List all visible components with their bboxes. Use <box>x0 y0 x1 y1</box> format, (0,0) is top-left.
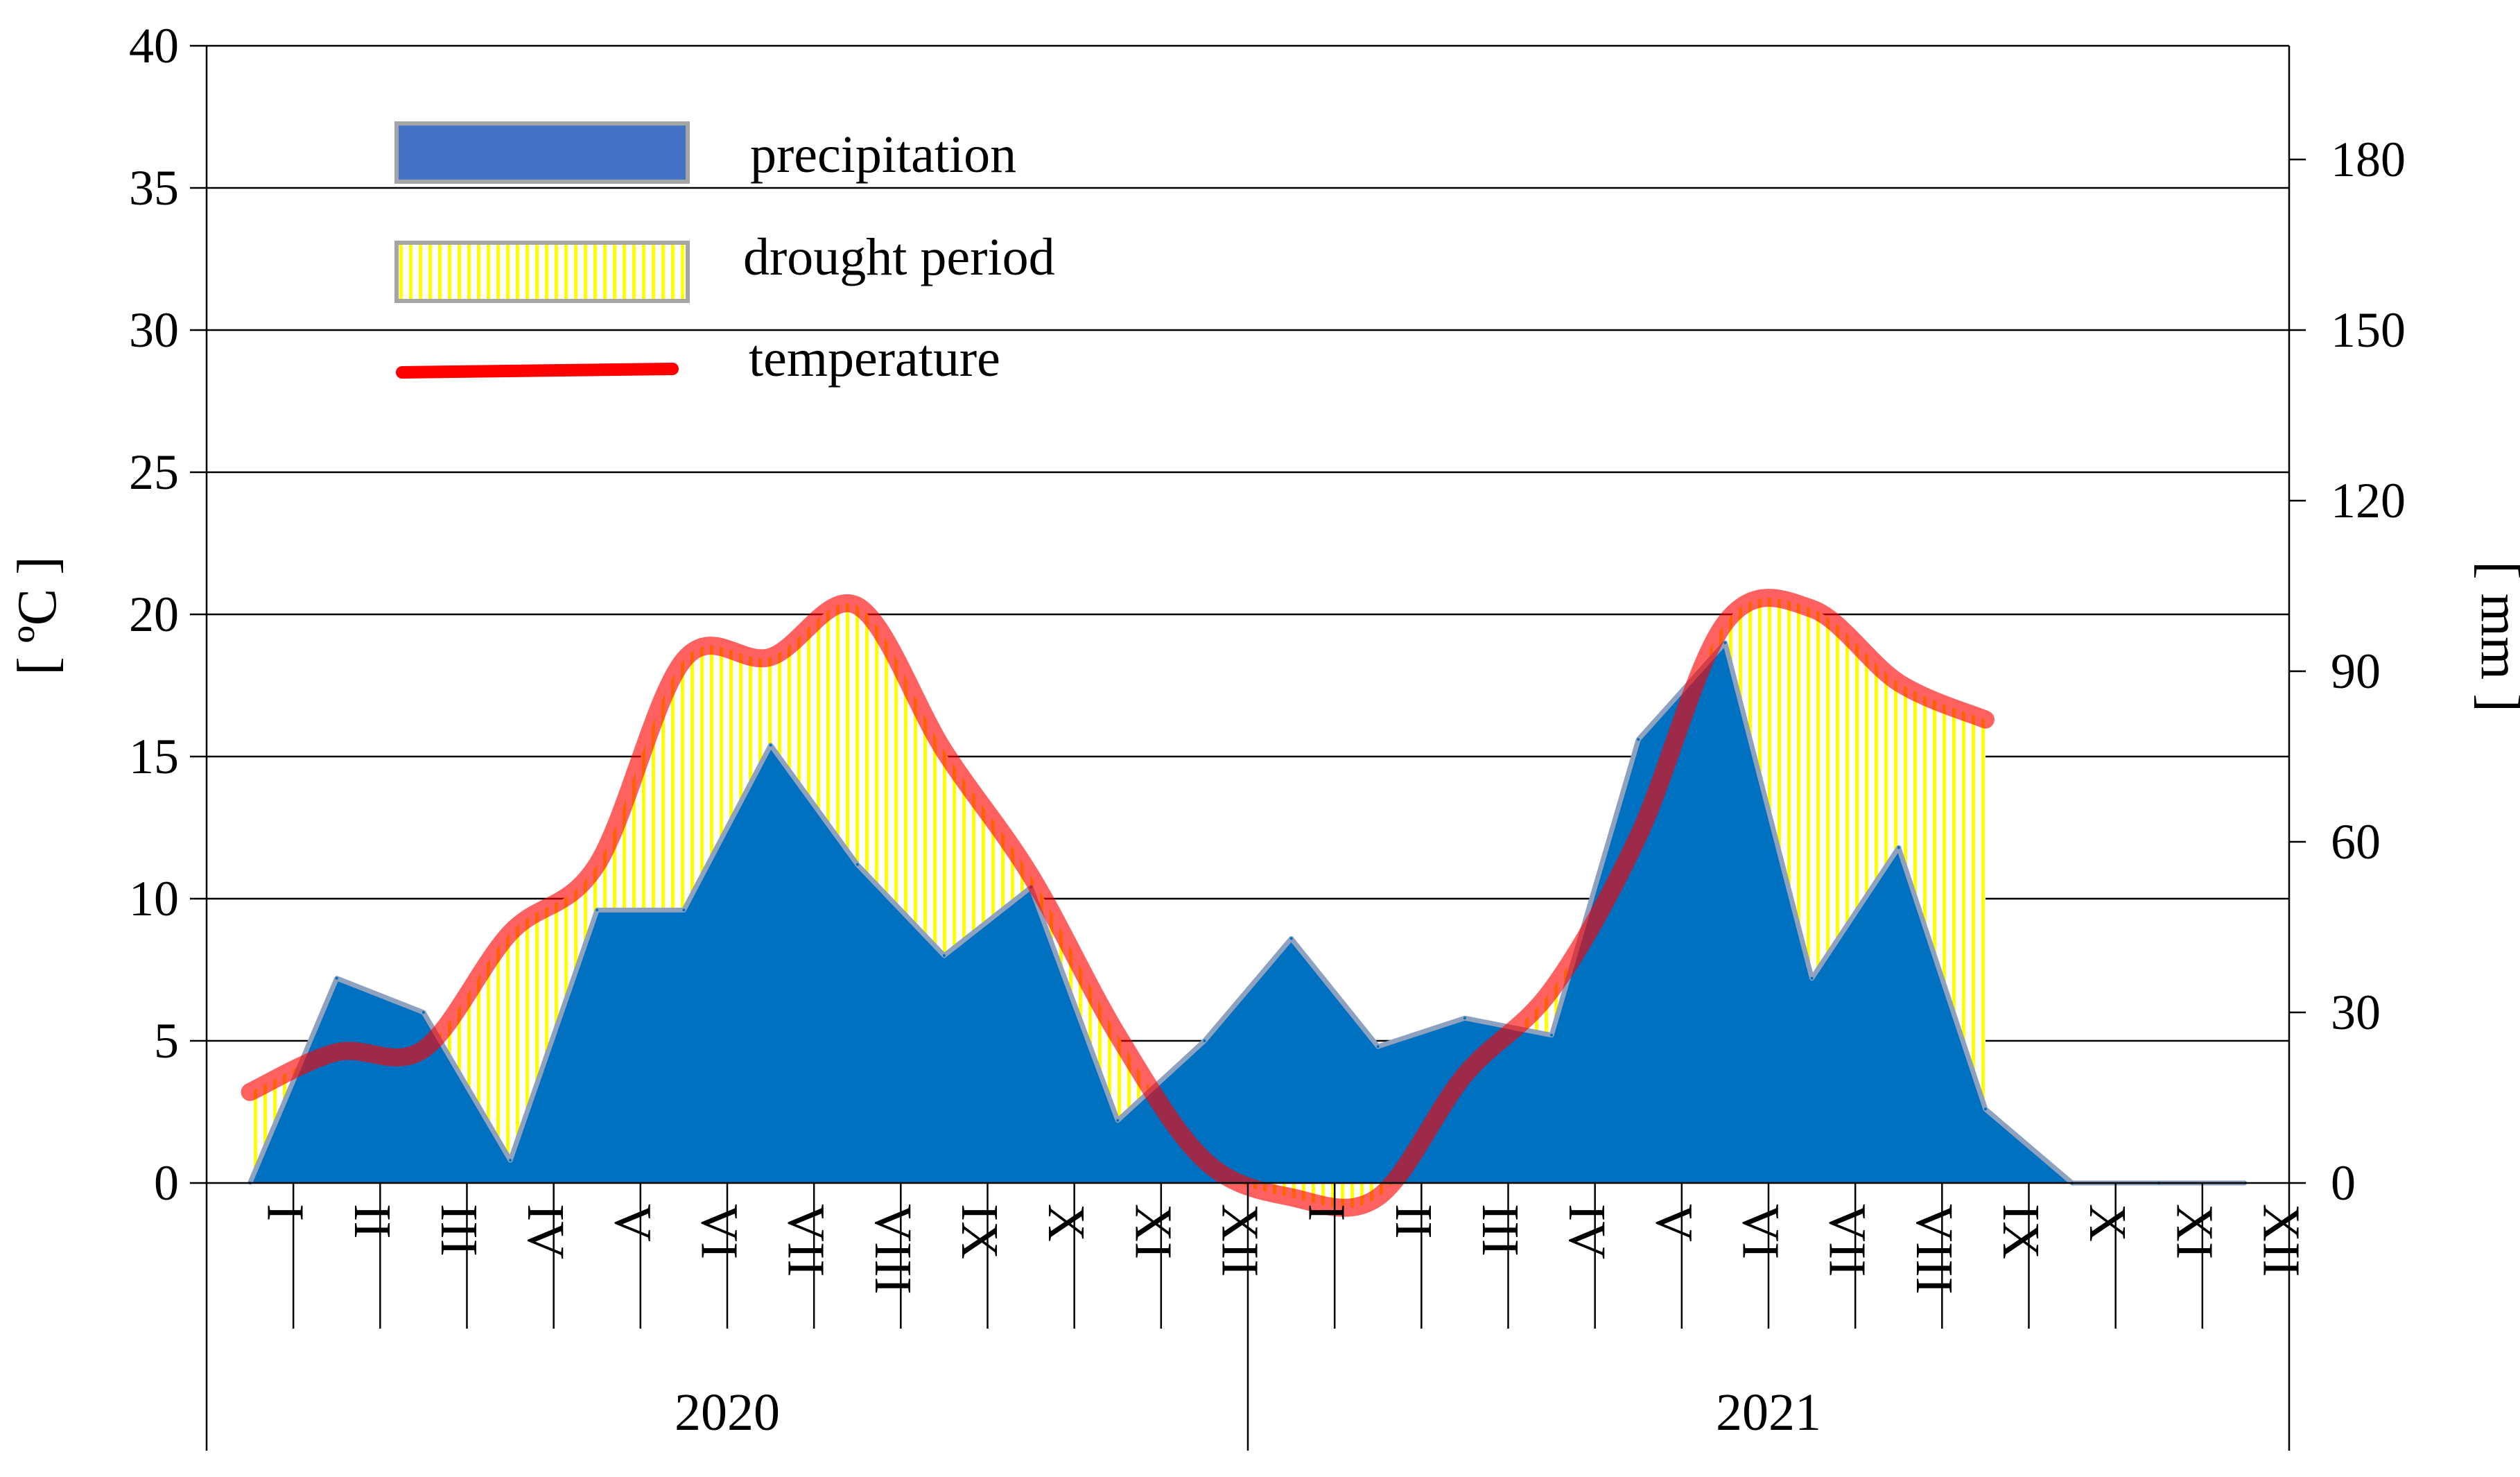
precipitation-point-II <box>1376 1045 1380 1048</box>
month-label: V <box>1644 1204 1703 1242</box>
left-tick-label: 20 <box>129 587 179 642</box>
precipitation-point-VII <box>769 743 772 747</box>
legend-precipitation-label: precipitation <box>750 126 1016 184</box>
month-label: VIII <box>1905 1204 1963 1295</box>
legend-precipitation-swatch <box>394 121 690 184</box>
precipitation-point-VII <box>1810 976 1814 980</box>
precipitation-point-I <box>1289 937 1293 940</box>
left-tick-label: 15 <box>129 729 179 784</box>
month-label: XII <box>2252 1204 2310 1277</box>
temperature-point-IX <box>1984 718 1987 721</box>
month-label: XI <box>1124 1204 1182 1259</box>
temperature-point-IX <box>943 750 946 752</box>
month-label: X <box>2078 1204 2137 1242</box>
month-label: VI <box>1731 1204 1789 1259</box>
temperature-line <box>241 589 1995 1217</box>
precipitation-point-III <box>1463 1017 1466 1020</box>
precipitation-point-V <box>1637 738 1640 741</box>
temperature-point-VII <box>1811 607 1814 610</box>
month-label: VII <box>1818 1204 1877 1277</box>
precipitation-outline <box>247 640 2246 1186</box>
precipitation-point-V <box>596 908 599 912</box>
legend-drought-swatch <box>394 241 690 303</box>
temperature-point-VI <box>1723 621 1726 624</box>
month-label: II <box>343 1204 401 1239</box>
legend-drought-label: drought period <box>743 228 1055 286</box>
right-tick-label: 30 <box>2331 985 2381 1040</box>
month-label: III <box>430 1204 488 1256</box>
left-tick-label: 40 <box>129 18 179 74</box>
left-tick-label: 10 <box>129 871 179 926</box>
month-label: IV <box>516 1204 575 1259</box>
precipitation-point-IX <box>942 954 946 957</box>
left-tick-label: 35 <box>129 160 179 216</box>
month-label: I <box>1298 1204 1356 1221</box>
legend: precipitation drought period temperature <box>394 121 1055 388</box>
precipitation-point-XII <box>1203 1039 1206 1042</box>
month-label: VII <box>777 1204 835 1277</box>
precipitation-point-VIII <box>855 863 859 866</box>
precipitation-point-VIII <box>1897 846 1900 849</box>
precipitation-point-II <box>335 976 338 980</box>
right-tick-label: 120 <box>2331 473 2406 528</box>
temperature-point-III <box>1463 1073 1466 1076</box>
right-tick-label: 150 <box>2331 302 2406 358</box>
legend-temperature-label: temperature <box>749 329 1000 388</box>
month-label: II <box>1384 1204 1443 1239</box>
temperature-point-II <box>1377 1196 1380 1199</box>
temperature-point-I <box>249 1091 252 1094</box>
legend-temperature-swatch <box>396 363 679 379</box>
temperature-point-II <box>336 1051 338 1053</box>
temperature-point-V <box>596 863 598 866</box>
left-tick-label: 5 <box>154 1013 179 1069</box>
precipitation-point-VI <box>682 908 686 912</box>
temperature-point-XII <box>1203 1159 1206 1161</box>
temperature-point-V <box>1637 835 1640 838</box>
precipitation-point-IX <box>1983 1107 1987 1111</box>
right-tick-label: 60 <box>2331 814 2381 870</box>
tick-labels: 0 5 10 15 20 25 30 35 40 0 30 60 90 120 150 180 <box>129 18 2406 1211</box>
precipitation-point-IV <box>509 1159 512 1162</box>
month-label: XI <box>2165 1204 2223 1259</box>
month-label: IX <box>1992 1204 2050 1259</box>
month-label: X <box>1037 1204 1095 1242</box>
month-label: I <box>257 1204 315 1221</box>
temperature-point-VIII <box>1897 681 1900 684</box>
precipitation-point-XI <box>1116 1118 1120 1122</box>
temperature-point-I <box>1290 1196 1293 1199</box>
right-tick-label: 180 <box>2331 132 2406 187</box>
left-tick-label: 0 <box>154 1155 179 1211</box>
precipitation-point-IV <box>1550 1033 1554 1037</box>
month-label: VIII <box>864 1204 922 1295</box>
month-label: IV <box>1558 1204 1616 1259</box>
left-axis-title: [ ºC ] <box>7 556 68 675</box>
temperature-point-X <box>1029 874 1032 877</box>
precipitation-point-III <box>422 1011 425 1014</box>
category-axis: I II III IV V VI VII VIII IX X XI XII I II III IV V VI VII… <box>257 1183 2310 1451</box>
month-label: XII <box>1210 1204 1269 1277</box>
left-tick-label: 25 <box>129 444 179 500</box>
year-label: 2021 <box>1716 1383 1821 1442</box>
right-tick-label: 0 <box>2331 1155 2356 1211</box>
precipitation-fill <box>250 643 2246 1183</box>
year-label: 2020 <box>675 1383 780 1442</box>
temperature-point-IV <box>509 931 512 934</box>
month-label: III <box>1471 1204 1529 1256</box>
temperature-point-VIII <box>856 605 859 607</box>
temperature-curve <box>241 589 1995 1217</box>
temperature-point-VII <box>770 656 772 659</box>
temperature-point-XI <box>1116 1034 1119 1037</box>
right-tick-label: 90 <box>2331 644 2381 699</box>
temperature-point-III <box>422 1048 425 1051</box>
right-axis-title: [ mm ] <box>2469 561 2520 712</box>
month-label: V <box>603 1204 661 1242</box>
left-tick-label: 30 <box>129 302 179 358</box>
month-label: IX <box>950 1204 1009 1259</box>
month-label: VI <box>690 1204 748 1259</box>
temperature-point-IV <box>1550 988 1553 991</box>
precipitation-point-VI <box>1723 641 1727 644</box>
temperature-point-VI <box>682 659 685 662</box>
